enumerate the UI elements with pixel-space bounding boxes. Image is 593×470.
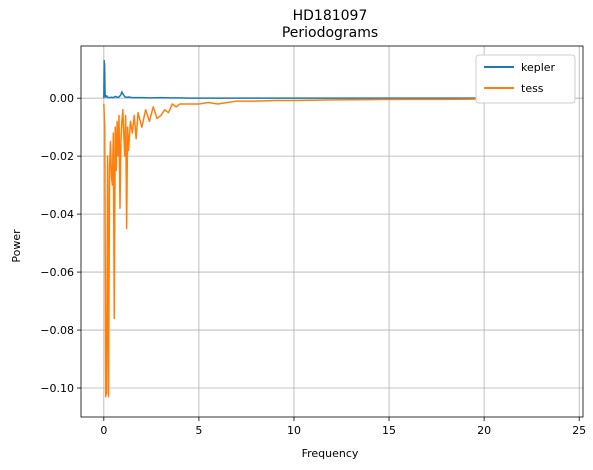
x-axis-label: Frequency (302, 447, 359, 460)
legend-kepler-label: kepler (521, 61, 556, 74)
y-tick-label: 0.00 (50, 92, 75, 105)
ticks: 0 5 10 15 20 25 0.00 −0.02 −0.04 −0.06 −0.08 −0.10 (40, 92, 586, 437)
y-tick-label: −0.02 (40, 150, 74, 163)
chart-title: HD181097 (293, 8, 368, 24)
series-line-tess (103, 98, 561, 398)
series-layer (103, 59, 561, 398)
y-tick-label: −0.10 (40, 382, 74, 395)
x-tick-label: 5 (195, 424, 202, 437)
legend: kepler tess (475, 54, 576, 104)
series-line-kepler (103, 59, 561, 99)
chart-subtitle: Periodograms (282, 25, 378, 41)
grid (81, 46, 583, 417)
y-tick-label: −0.06 (40, 266, 74, 279)
y-tick-label: −0.08 (40, 324, 74, 337)
x-tick-label: 10 (287, 424, 301, 437)
legend-tess-label: tess (521, 82, 544, 95)
x-tick-label: 20 (477, 424, 491, 437)
x-tick-label: 0 (100, 424, 107, 437)
x-tick-label: 25 (572, 424, 586, 437)
y-axis-label: Power (10, 229, 23, 263)
y-tick-label: −0.04 (40, 208, 74, 221)
x-tick-label: 15 (382, 424, 396, 437)
plot-frame (80, 45, 584, 418)
